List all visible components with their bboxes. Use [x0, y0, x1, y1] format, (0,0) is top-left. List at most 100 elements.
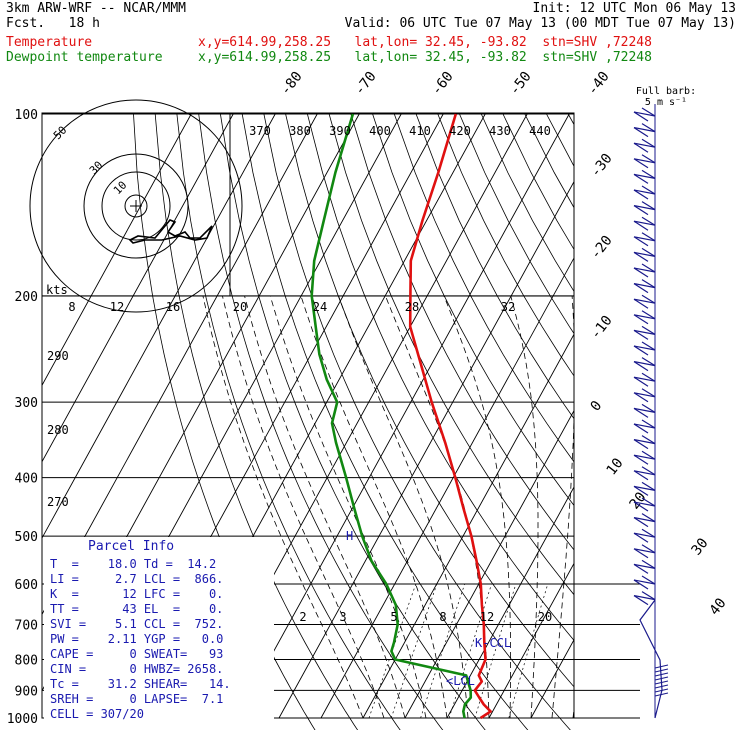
- wind-barb: [641, 263, 656, 273]
- wind-barb: [633, 189, 649, 200]
- dry-adiabat-line: [176, 113, 401, 730]
- parcel-row: Tc = 31.2 SHEAR= 14.: [50, 677, 231, 691]
- dry-adiabat-line: [546, 113, 574, 168]
- dry-adiabat-line: [415, 113, 574, 420]
- wind-barb: [641, 341, 656, 351]
- isotherm-line: [657, 114, 740, 718]
- wind-barb: [633, 439, 656, 445]
- temperature-trace: [408, 113, 492, 720]
- dry-adiabat-line: [524, 113, 574, 209]
- dry-adiabat-label: 290: [47, 349, 69, 363]
- dry-adiabat-line: [590, 114, 740, 731]
- dry-adiabat-line: [263, 113, 571, 730]
- wind-barb: [633, 127, 656, 133]
- hodograph-speed-label: 24: [313, 300, 327, 314]
- parcel-row: PW = 2.11 YGP = 0.0: [50, 632, 224, 646]
- wind-barb: [633, 423, 649, 434]
- isotherm-label: -70: [352, 69, 380, 99]
- wind-barb: [633, 236, 649, 247]
- pressure-tick-label: 500: [15, 530, 38, 545]
- wind-barb: [641, 169, 656, 179]
- wind-barb: [641, 481, 656, 491]
- dry-adiabat-label: 280: [47, 423, 69, 437]
- hodograph-speed-label: 20: [233, 300, 247, 314]
- hodograph-ring: [29, 99, 243, 313]
- wind-barb: [641, 450, 656, 460]
- theta-label: 430: [489, 124, 511, 138]
- parcel-row: SVI = 5.1 CCL = 752.: [50, 617, 224, 631]
- wind-barb: [641, 107, 656, 117]
- isotherm-line: [42, 113, 234, 463]
- wind-barb: [641, 216, 656, 226]
- moist-adiabat-line: [572, 705, 574, 719]
- valid-time: Valid: 06 UTC Tue 07 May 13 (00 MDT Tue …: [344, 16, 736, 31]
- isotherm-label: 30: [689, 535, 712, 558]
- wind-barb: [633, 173, 649, 184]
- wind-barb: [633, 439, 649, 450]
- wind-barb: [633, 251, 649, 262]
- wind-barb: [633, 283, 649, 294]
- wind-barb: [633, 314, 656, 320]
- parcel-row: K = 12 LFC = 0.: [50, 587, 224, 601]
- wind-barb: [641, 279, 656, 289]
- wind-barb: [633, 267, 649, 278]
- hodograph-ring: [101, 171, 171, 241]
- parcel-row: CELL = 307/20: [50, 707, 144, 721]
- wind-barb: [633, 548, 649, 559]
- wind-barb: [641, 372, 656, 382]
- isotherm-label: -30: [588, 151, 616, 181]
- wind-barb: [633, 454, 649, 465]
- dry-adiabat-line: [437, 113, 574, 377]
- hodograph-trace: [128, 219, 213, 244]
- isotherm-label: -60: [429, 69, 457, 99]
- wind-barb: [633, 158, 649, 169]
- wind-barb: [641, 466, 656, 476]
- wind-barb: [633, 485, 656, 491]
- wind-barb: [641, 294, 656, 304]
- wind-barb: [633, 236, 656, 242]
- parcel-info-panel: Parcel Info T = 18.0 Td = 14.2 LI = 2.7 …: [44, 537, 274, 735]
- wind-barb: [633, 111, 656, 117]
- wind-barb: [641, 201, 656, 211]
- wind-barb: [641, 513, 656, 523]
- mixing-ratio-label: 8: [439, 610, 446, 624]
- pressure-tick-label: 200: [15, 290, 38, 305]
- pressure-tick-label: 900: [15, 684, 38, 699]
- parcel-row: SREH = 0 LAPSE= 7.1: [50, 692, 224, 706]
- isotherm-line: [42, 113, 318, 616]
- theta-label: 380: [289, 124, 311, 138]
- wind-barb: [641, 138, 656, 148]
- isotherm-label: 0: [588, 398, 606, 414]
- mixing-ratio-label: 5: [390, 610, 397, 624]
- temperature-legend: Temperature: [6, 35, 93, 50]
- model-title: 3km ARW-WRF -- NCAR/MMM: [6, 1, 187, 16]
- dry-adiabat-line: [567, 113, 574, 126]
- wind-barb: [633, 142, 656, 148]
- wind-barb: [633, 329, 656, 335]
- wind-barb: [641, 185, 656, 195]
- dewpoint-trace: [310, 113, 473, 719]
- parcel-info-title: Parcel Info: [88, 539, 175, 554]
- wind-barb: [641, 403, 656, 413]
- wind-barb: [633, 220, 649, 231]
- isotherm-line: [488, 562, 574, 719]
- pressure-tick-label: 1000: [7, 712, 38, 727]
- wind-barb: [641, 575, 656, 585]
- wind-barb: [641, 388, 656, 398]
- wind-barb: [633, 142, 649, 153]
- wind-barb: [633, 595, 656, 601]
- wind-barb: [641, 528, 656, 538]
- level-marker-label: <LCL: [446, 674, 475, 688]
- temperature-location: x,y=614.99,258.25 lat,lon= 32.45, -93.82…: [198, 35, 652, 50]
- wind-barb: [633, 298, 649, 309]
- wind-barb: [641, 123, 656, 133]
- wind-barb: [633, 501, 649, 512]
- hodograph-speed-label: 8: [68, 300, 75, 314]
- wind-barb: [641, 357, 656, 367]
- wind-barb: [633, 392, 649, 403]
- wind-barb: [633, 423, 656, 429]
- theta-label: 440: [529, 124, 551, 138]
- hodograph-speed-label: 16: [166, 300, 180, 314]
- wind-barb: [633, 485, 649, 496]
